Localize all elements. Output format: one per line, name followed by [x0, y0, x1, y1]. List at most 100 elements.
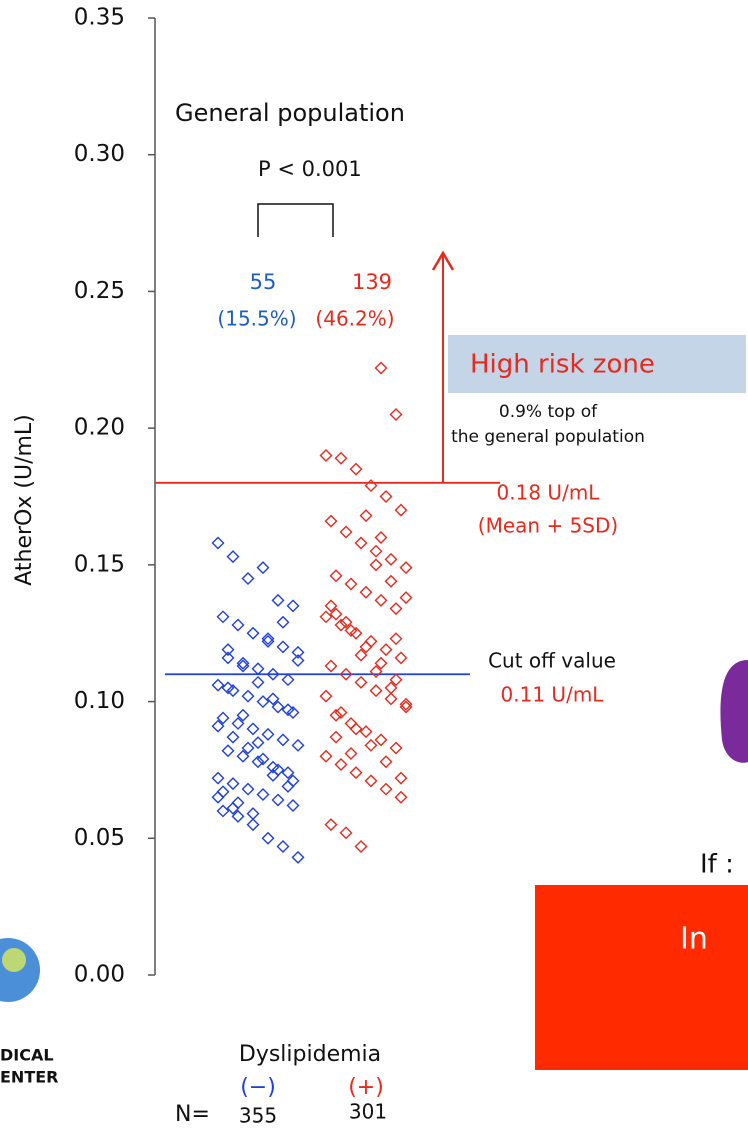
point	[261, 727, 275, 741]
point	[334, 706, 348, 719]
point	[329, 569, 343, 583]
point	[236, 656, 250, 670]
y-tick-label: 0.15	[74, 551, 125, 577]
point	[286, 798, 300, 812]
point	[281, 673, 295, 687]
point	[324, 599, 338, 613]
point	[364, 634, 378, 648]
point	[354, 536, 368, 550]
point	[344, 623, 358, 637]
point	[266, 692, 280, 706]
point	[246, 818, 260, 832]
y-tick-label: 0.10	[74, 688, 125, 714]
point	[216, 785, 230, 799]
annotation: 0.11 U/mL	[501, 683, 605, 707]
point	[359, 640, 373, 654]
point	[276, 615, 290, 629]
point	[226, 684, 240, 698]
point	[256, 752, 270, 766]
point	[369, 665, 383, 678]
annotation: 355	[239, 1104, 277, 1128]
point	[354, 675, 368, 689]
y-tick-label: 0.30	[74, 141, 125, 167]
point	[339, 615, 353, 629]
point	[389, 632, 403, 646]
point	[369, 544, 383, 558]
y-tick-label: 0.20	[74, 415, 125, 441]
point	[271, 793, 285, 807]
point	[211, 771, 225, 785]
point	[344, 716, 358, 730]
point	[281, 779, 295, 793]
point	[384, 692, 398, 706]
point	[329, 607, 343, 621]
point	[319, 448, 333, 462]
point	[261, 831, 275, 845]
point	[291, 654, 305, 668]
annotation: 55	[250, 270, 277, 294]
annotation: N=	[175, 1102, 210, 1127]
logo	[2, 948, 26, 972]
point	[384, 574, 398, 588]
point	[231, 716, 245, 730]
point	[261, 632, 275, 646]
point	[379, 490, 393, 503]
point	[374, 656, 388, 670]
point	[394, 771, 408, 785]
point	[399, 697, 413, 711]
point	[349, 766, 363, 780]
point	[211, 536, 225, 550]
point	[334, 757, 348, 771]
y-axis-title: AtherOx (U/mL)	[12, 414, 37, 586]
annotation: (46.2%)	[315, 307, 394, 331]
point	[236, 659, 250, 673]
annotation: P < 0.001	[258, 157, 362, 181]
point	[339, 525, 353, 539]
arrow-head	[431, 250, 455, 271]
point	[221, 643, 235, 657]
y-tick-label: 0.35	[74, 5, 125, 31]
point	[374, 531, 388, 545]
point	[324, 514, 338, 528]
point	[379, 643, 393, 657]
high-risk-box	[448, 335, 746, 393]
point	[339, 826, 353, 840]
point	[344, 577, 358, 591]
point	[324, 818, 338, 832]
point	[399, 561, 413, 575]
point	[281, 766, 295, 780]
x-tick-label: (+)	[348, 1075, 384, 1100]
point	[354, 839, 368, 853]
point	[394, 790, 408, 804]
annotation: 139	[352, 270, 392, 294]
point	[271, 593, 285, 607]
point	[369, 684, 383, 698]
point	[291, 738, 305, 752]
x-tick-label: (−)	[240, 1075, 276, 1100]
point	[216, 711, 230, 725]
point	[226, 550, 240, 564]
point	[394, 503, 408, 517]
side-box	[535, 885, 748, 1070]
logo-text: DICAL	[0, 1046, 54, 1065]
point	[399, 591, 413, 605]
point	[329, 708, 343, 722]
point	[379, 755, 393, 769]
point	[291, 645, 305, 659]
point	[246, 722, 260, 736]
point	[256, 695, 270, 709]
point	[359, 725, 373, 739]
point	[241, 741, 255, 755]
point	[216, 804, 230, 818]
point	[364, 774, 378, 788]
annotation: 301	[349, 1100, 387, 1124]
point	[246, 626, 260, 640]
point	[324, 659, 338, 673]
point	[286, 599, 300, 613]
point	[211, 719, 225, 733]
annotation: Cut off value	[488, 649, 616, 673]
point	[349, 626, 363, 640]
y-tick-label: 0.00	[74, 962, 125, 988]
